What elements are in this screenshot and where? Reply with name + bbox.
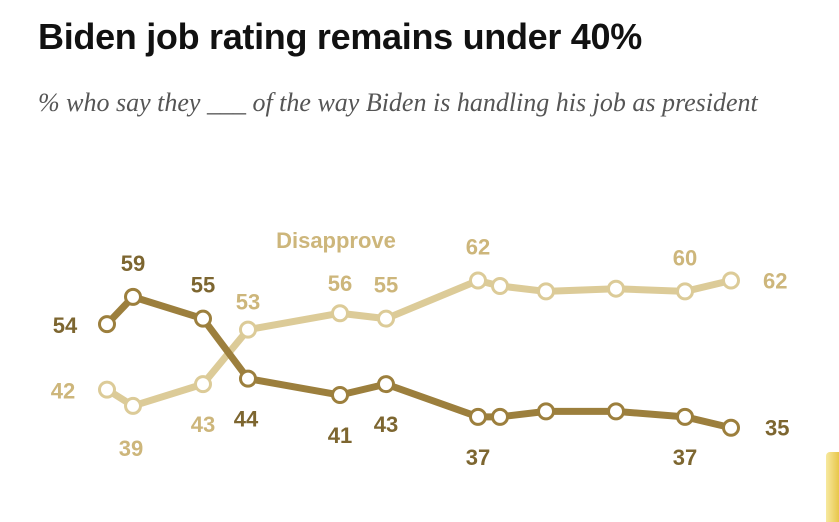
approve-point	[194, 309, 212, 328]
disapprove-line	[103, 277, 735, 410]
approve-point	[722, 418, 740, 437]
disapprove-data-label: 55	[374, 273, 398, 298]
approve-data-label: 43	[374, 412, 398, 437]
approve-point	[469, 407, 487, 426]
disapprove-point	[469, 271, 487, 290]
approve-data-label: 37	[673, 445, 697, 470]
disapprove-point	[194, 375, 212, 394]
disapprove-data-label: 56	[328, 271, 352, 296]
approve-point	[377, 375, 395, 394]
approve-point	[676, 407, 694, 426]
disapprove-point	[722, 271, 740, 290]
approve-data-label: 41	[328, 423, 352, 448]
disapprove-series-label: Disapprove	[276, 228, 396, 253]
disapprove-data-label: 42	[51, 379, 75, 404]
approve-point	[491, 407, 509, 426]
approve-data-label: 44	[234, 407, 259, 432]
approve-data-label: 37	[466, 445, 490, 470]
disapprove-data-label: 53	[236, 290, 260, 315]
approve-data-label: 35	[765, 416, 789, 441]
approve-point	[98, 315, 116, 334]
edge-decoration	[826, 452, 839, 522]
disapprove-point	[331, 304, 349, 323]
approve-data-label: 55	[191, 273, 215, 298]
disapprove-point	[676, 282, 694, 301]
disapprove-point	[239, 320, 257, 339]
approve-point	[607, 402, 625, 421]
disapprove-data-label: 39	[119, 436, 143, 461]
disapprove-point	[537, 282, 555, 301]
approve-point	[124, 287, 142, 306]
approve-point	[331, 386, 349, 405]
disapprove-point	[491, 276, 509, 295]
disapprove-point	[377, 309, 395, 328]
disapprove-data-label: 62	[763, 269, 787, 294]
approve-point	[239, 369, 257, 388]
disapprove-data-label: 62	[466, 235, 490, 260]
chart-subtitle: % who say they ___ of the way Biden is h…	[38, 88, 758, 117]
approve-line	[103, 293, 735, 432]
approve-point	[537, 402, 555, 421]
disapprove-data-label: 43	[191, 412, 215, 437]
chart-title: Biden job rating remains under 40%	[38, 16, 642, 57]
disapprove-point	[98, 380, 116, 399]
disapprove-point	[124, 396, 142, 415]
disapprove-data-label: 60	[673, 245, 697, 270]
approve-data-label: 59	[121, 251, 145, 276]
approve-data-label: 54	[53, 313, 78, 338]
disapprove-point	[607, 279, 625, 298]
